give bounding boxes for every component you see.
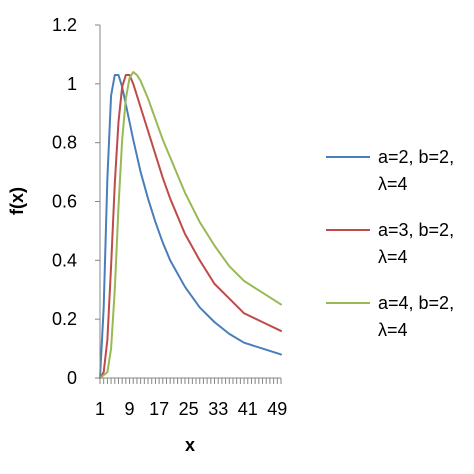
y-tick-label: 0 xyxy=(67,368,77,388)
y-tick-label: 0.6 xyxy=(52,192,77,212)
y-tick-label: 1.2 xyxy=(52,15,77,35)
x-tick-label: 41 xyxy=(238,399,258,419)
legend-label-line2: λ=4 xyxy=(378,174,408,194)
legend-label-line2: λ=4 xyxy=(378,320,408,340)
series-line-3 xyxy=(99,71,282,379)
y-tick-label: 0.2 xyxy=(52,309,77,329)
legend-label-line1: a=2, b=2, xyxy=(378,147,454,167)
y-axis-title: f(x) xyxy=(7,187,27,215)
x-tick-label: 17 xyxy=(149,399,169,419)
plot-area xyxy=(99,71,282,379)
x-tick-label: 1 xyxy=(95,399,105,419)
legend-label-line1: a=3, b=2, xyxy=(378,220,454,240)
y-tick-label: 1 xyxy=(67,74,77,94)
series-line-2 xyxy=(99,74,282,379)
x-tick-label: 25 xyxy=(179,399,199,419)
x-tick-label: 33 xyxy=(208,399,228,419)
x-tick-label: 49 xyxy=(267,399,287,419)
series-line-1 xyxy=(99,74,282,379)
legend-label-line2: λ=4 xyxy=(378,247,408,267)
legend-label-line1: a=4, b=2, xyxy=(378,293,454,313)
y-tick-label: 0.8 xyxy=(52,133,77,153)
x-tick-label: 9 xyxy=(125,399,135,419)
x-axis-title: x xyxy=(185,435,195,455)
y-tick-label: 0.4 xyxy=(52,250,77,270)
legend: a=2, b=2, λ=4 a=3, b=2, λ=4 a=4, b=2, λ=4 xyxy=(326,147,454,340)
